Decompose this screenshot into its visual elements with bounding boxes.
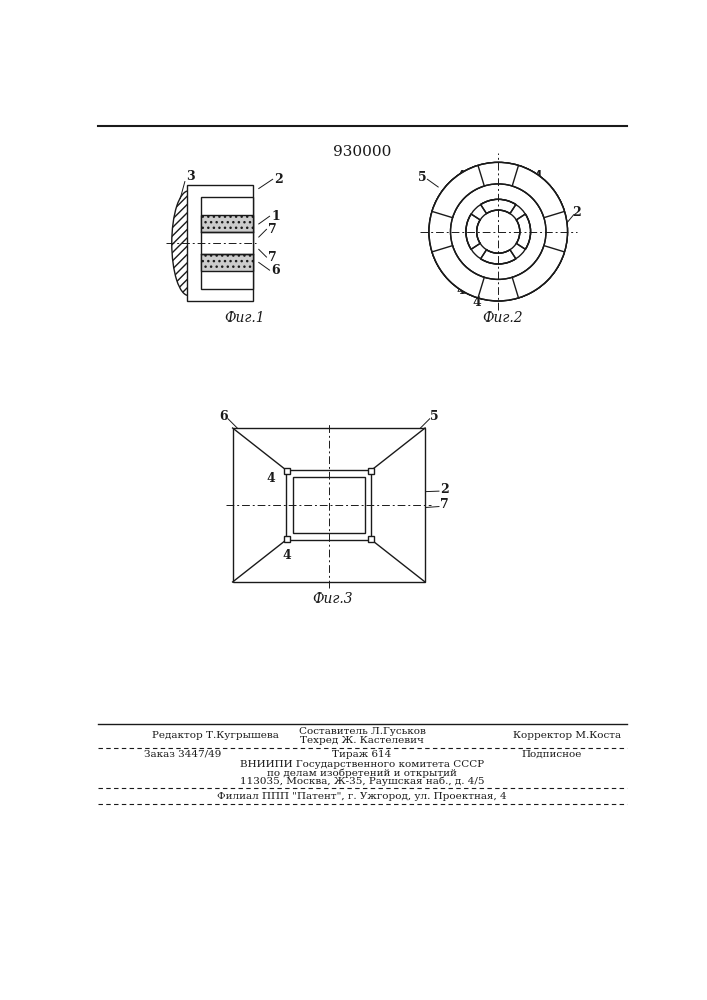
Text: 4: 4 [534,170,543,183]
Text: 4: 4 [457,284,466,297]
Text: 930000: 930000 [333,145,391,159]
Wedge shape [481,199,516,214]
Text: 7: 7 [268,251,276,264]
Text: Заказ 3447/49: Заказ 3447/49 [144,750,221,759]
Bar [201,197,252,289]
Circle shape [450,184,546,279]
Text: Тираж 614: Тираж 614 [332,750,392,759]
Wedge shape [512,246,564,298]
Text: 6: 6 [219,410,228,423]
Text: 3: 3 [186,170,194,183]
Text: 2: 2 [440,483,449,496]
Wedge shape [516,214,530,249]
Ellipse shape [172,191,206,296]
Text: по делам изобретений и открытий: по делам изобретений и открытий [267,768,457,778]
Bar [368,468,374,474]
Wedge shape [466,214,480,249]
Text: Фиг.3: Фиг.3 [312,592,353,606]
Bar [284,536,290,542]
Bar [233,428,425,582]
Text: Составитель Л.Гуськов: Составитель Л.Гуськов [298,727,426,736]
Text: 4: 4 [472,296,481,309]
Text: 4: 4 [267,472,276,485]
Bar [189,189,209,297]
Bar [201,215,252,232]
Text: 7: 7 [440,498,449,512]
Text: 7: 7 [268,223,276,236]
Text: 113035, Москва, Ж-35, Раушская наб., д. 4/5: 113035, Москва, Ж-35, Раушская наб., д. … [240,777,484,786]
Text: 6: 6 [271,264,280,277]
Wedge shape [481,250,516,264]
Bar [293,477,365,533]
Circle shape [429,162,568,301]
Wedge shape [512,165,564,218]
Text: Корректор М.Коста: Корректор М.Коста [513,732,621,740]
Text: 5: 5 [430,410,438,423]
Text: 1: 1 [271,210,280,223]
Bar [286,470,371,540]
Bar [368,536,374,542]
Text: 4: 4 [457,170,466,183]
Text: Фиг.2: Фиг.2 [481,311,522,325]
Text: 4: 4 [282,549,291,562]
Text: Филиал ППП "Патент", г. Ужгород, ул. Проектная, 4: Филиал ППП "Патент", г. Ужгород, ул. Про… [217,792,507,801]
Text: Подписное: Подписное [522,750,583,759]
Circle shape [429,162,568,301]
Wedge shape [432,246,484,298]
Text: 2: 2 [573,206,581,219]
Text: ВНИИПИ Государственного комитета СССР: ВНИИПИ Государственного комитета СССР [240,760,484,769]
Bar [187,185,252,301]
Bar [284,468,290,474]
Text: Фиг.1: Фиг.1 [224,311,264,325]
Bar [201,254,252,271]
Text: Редактор Т.Кугрышева: Редактор Т.Кугрышева [152,732,279,740]
Text: 5: 5 [419,171,427,184]
Text: Техред Ж. Кастелевич: Техред Ж. Кастелевич [300,736,424,745]
Wedge shape [432,165,484,218]
Text: 2: 2 [274,173,283,186]
